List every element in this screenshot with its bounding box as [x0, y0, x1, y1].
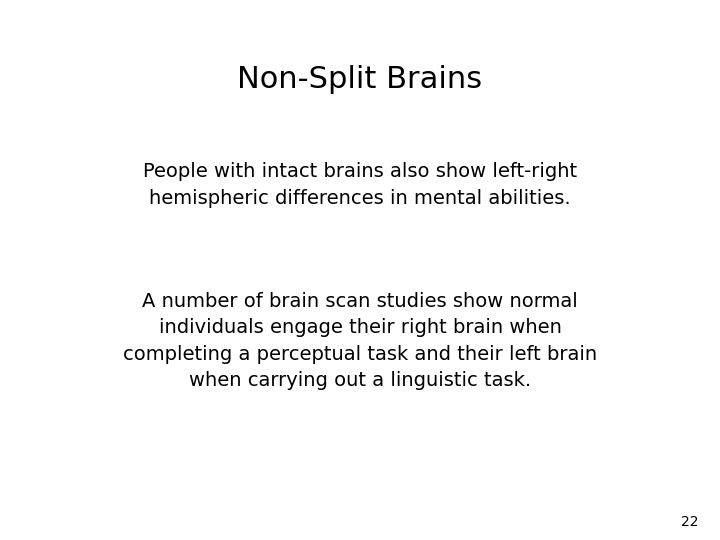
Text: A number of brain scan studies show normal
individuals engage their right brain : A number of brain scan studies show norm… [123, 292, 597, 390]
Text: People with intact brains also show left-right
hemispheric differences in mental: People with intact brains also show left… [143, 162, 577, 207]
Text: 22: 22 [681, 515, 698, 529]
Text: Non-Split Brains: Non-Split Brains [238, 65, 482, 94]
